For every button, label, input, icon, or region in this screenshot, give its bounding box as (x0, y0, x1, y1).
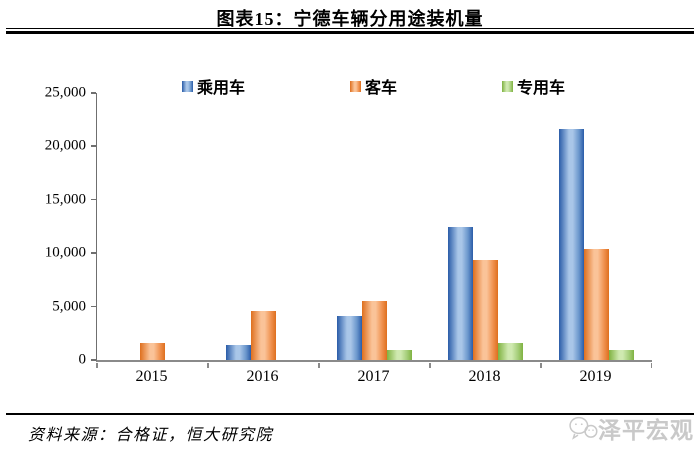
bar-special-vehicle-2018 (498, 342, 523, 360)
source-note: 资料来源：合格证，恒大研究院 (28, 427, 274, 444)
y-axis-tick (90, 305, 96, 308)
y-axis-label: 15,000 (44, 191, 86, 208)
bar-passenger-car-2018 (448, 226, 473, 360)
y-axis-labels: 0 5,000 10,000 15,000 20,000 25,000 (0, 85, 86, 368)
legend-label: 专用车 (517, 80, 566, 97)
x-axis-labels: 2015 2016 2017 2018 2019 (96, 368, 651, 386)
x-axis-tick (318, 362, 320, 368)
wechat-icon (568, 415, 598, 441)
chart-title: 图表15：宁德车辆分用途装机量 (216, 9, 484, 29)
bar-group-2019 (541, 93, 652, 360)
bar-group-2018 (430, 93, 541, 360)
footer-divider (6, 413, 694, 415)
x-axis-tick (96, 362, 98, 368)
y-axis-label: 5,000 (52, 298, 86, 315)
x-axis-label-2019: 2019 (579, 368, 612, 385)
x-axis-tick (540, 362, 542, 368)
bar-group-2016 (208, 93, 319, 360)
bar-passenger-car-2017 (337, 316, 362, 360)
y-axis-label: 10,000 (44, 244, 86, 261)
bar-passenger-car-2019 (559, 129, 584, 360)
legend-swatch-bus (349, 80, 361, 92)
y-axis-label: 20,000 (44, 137, 86, 154)
legend-item-bus: 客车 (349, 74, 397, 98)
y-axis-label: 25,000 (44, 84, 86, 101)
bar-bus-2017 (362, 301, 387, 360)
bar-group-2015 (97, 93, 208, 360)
bar-passenger-car-2016 (226, 345, 251, 360)
y-axis-tick (90, 252, 96, 254)
y-axis-tick (90, 359, 96, 361)
bar-bus-2016 (251, 310, 276, 360)
x-axis-label-2015: 2015 (135, 368, 168, 385)
watermark-text: 泽平宏观 (598, 418, 694, 443)
x-axis-tick (429, 362, 431, 368)
legend-swatch-passenger-car (181, 80, 193, 92)
y-axis-tick (90, 92, 96, 94)
legend-item-special-vehicle: 专用车 (502, 74, 565, 98)
bar-bus-2018 (473, 259, 498, 360)
legend-item-passenger-car: 乘用车 (181, 74, 245, 98)
x-axis-tick (650, 362, 652, 368)
title-divider (6, 28, 694, 34)
legend-swatch-special-vehicle (502, 80, 513, 92)
bar-special-vehicle-2017 (387, 350, 412, 360)
legend-label: 乘用车 (196, 80, 245, 97)
bar-group-2017 (319, 93, 430, 360)
bar-bus-2015 (140, 342, 165, 360)
legend-label: 客车 (364, 80, 397, 97)
watermark: 泽平宏观 (568, 411, 694, 445)
bar-bus-2019 (584, 248, 609, 360)
bar-special-vehicle-2019 (609, 350, 634, 360)
legend: 乘用车 客车 专用车 (96, 74, 651, 98)
x-axis-label-2018: 2018 (468, 368, 501, 385)
y-axis-tick (90, 145, 96, 147)
y-axis-tick (90, 198, 96, 201)
x-axis-tick (207, 362, 209, 368)
y-axis-label: 0 (78, 351, 87, 368)
x-axis-label-2017: 2017 (357, 368, 390, 385)
plot-area (90, 92, 652, 368)
x-axis-label-2016: 2016 (246, 368, 279, 385)
